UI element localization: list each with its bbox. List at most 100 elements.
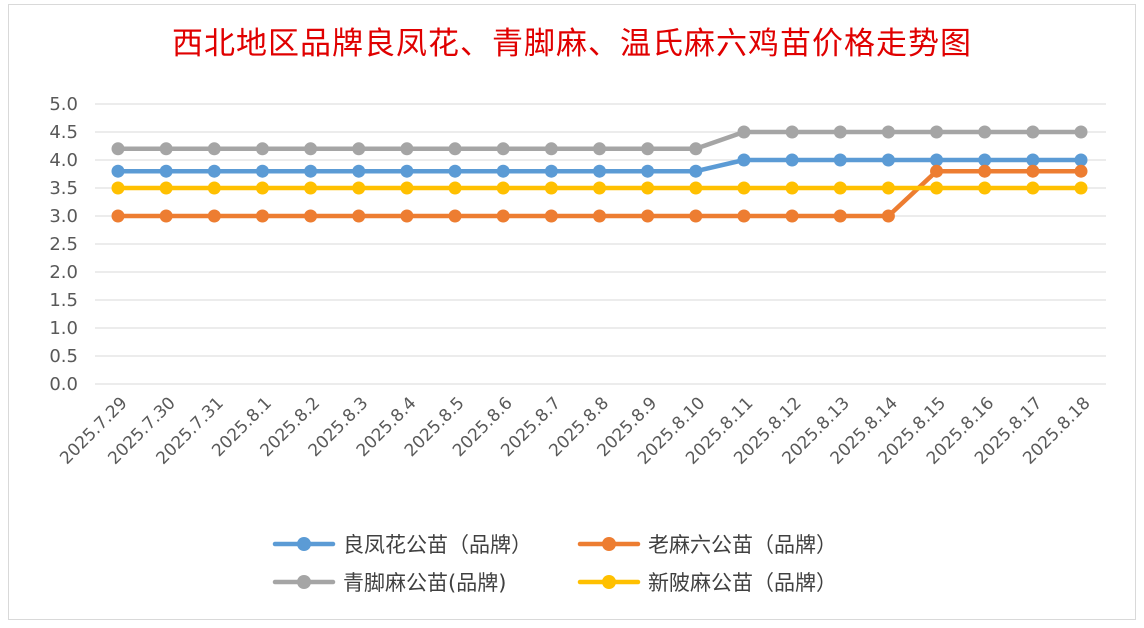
data-point: [448, 142, 462, 156]
data-point: [400, 181, 414, 195]
series-4: [111, 181, 1088, 195]
data-point: [785, 209, 799, 223]
y-tick-label: 1.5: [49, 290, 78, 311]
data-point: [304, 209, 318, 223]
legend-item: 良凤花公苗（品牌）: [272, 533, 532, 557]
data-point: [111, 164, 125, 178]
y-tick-label: 3.0: [49, 206, 78, 227]
data-point: [1026, 153, 1040, 167]
data-point: [255, 209, 269, 223]
chart-frame: [8, 4, 1136, 620]
data-point: [833, 181, 847, 195]
data-point: [785, 153, 799, 167]
data-point: [304, 181, 318, 195]
legend-swatch-marker: [297, 537, 311, 551]
data-point: [1026, 181, 1040, 195]
legend-swatch-marker: [602, 575, 616, 589]
data-point: [930, 164, 944, 178]
data-point: [689, 181, 703, 195]
legend-item: 新陂麻公苗（品牌）: [577, 571, 837, 595]
data-point: [593, 164, 606, 178]
y-tick-label: 4.0: [49, 150, 78, 171]
data-point: [400, 164, 414, 178]
data-point: [1074, 164, 1088, 178]
data-point: [978, 125, 992, 139]
data-point: [737, 181, 751, 195]
data-point: [785, 181, 799, 195]
data-point: [978, 164, 992, 178]
data-point: [881, 125, 895, 139]
data-point: [304, 164, 318, 178]
data-point: [593, 142, 606, 156]
data-point: [111, 209, 125, 223]
legend-label: 青脚麻公苗(品牌): [343, 571, 506, 595]
legend-item: 老麻六公苗（品牌）: [577, 533, 837, 557]
data-point: [207, 209, 221, 223]
data-point: [544, 181, 558, 195]
data-point: [689, 142, 703, 156]
legend-label: 良凤花公苗（品牌）: [343, 533, 532, 557]
data-point: [207, 181, 221, 195]
y-tick-label: 4.5: [49, 122, 78, 143]
data-point: [352, 209, 366, 223]
data-point: [496, 142, 510, 156]
data-point: [400, 142, 414, 156]
legend-label: 老麻六公苗（品牌）: [648, 533, 837, 557]
data-point: [400, 209, 414, 223]
data-point: [593, 209, 606, 223]
series-2: [111, 164, 1088, 223]
data-point: [593, 181, 606, 195]
data-point: [448, 181, 462, 195]
data-point: [159, 164, 173, 178]
data-point: [881, 153, 895, 167]
data-point: [641, 164, 655, 178]
series-1: [111, 153, 1088, 178]
data-point: [255, 181, 269, 195]
y-tick-label: 5.0: [49, 94, 78, 115]
y-tick-label: 0.0: [49, 374, 78, 395]
legend-swatch-marker: [602, 537, 616, 551]
data-point: [641, 209, 655, 223]
data-point: [207, 164, 221, 178]
data-point: [833, 209, 847, 223]
data-point: [448, 164, 462, 178]
data-point: [352, 164, 366, 178]
data-point: [737, 209, 751, 223]
data-point: [833, 153, 847, 167]
data-point: [930, 125, 944, 139]
data-point: [930, 153, 944, 167]
data-point: [448, 209, 462, 223]
data-point: [978, 153, 992, 167]
chart-title: 西北地区品牌良凤花、青脚麻、温氏麻六鸡苗价格走势图: [172, 26, 972, 62]
data-point: [930, 181, 944, 195]
data-point: [304, 142, 318, 156]
data-point: [1026, 125, 1040, 139]
legend-item: 青脚麻公苗(品牌): [272, 571, 506, 595]
data-point: [641, 142, 655, 156]
series-3: [111, 125, 1088, 156]
data-point: [737, 153, 751, 167]
data-point: [1026, 164, 1040, 178]
data-point: [1074, 181, 1088, 195]
data-point: [785, 125, 799, 139]
y-tick-label: 0.5: [49, 346, 78, 367]
data-point: [255, 164, 269, 178]
y-tick-label: 2.5: [49, 234, 78, 255]
data-point: [159, 181, 173, 195]
data-point: [496, 181, 510, 195]
data-point: [737, 125, 751, 139]
data-point: [641, 181, 655, 195]
data-point: [978, 181, 992, 195]
data-point: [159, 142, 173, 156]
data-point: [1074, 125, 1088, 139]
data-point: [544, 209, 558, 223]
data-point: [352, 142, 366, 156]
data-point: [689, 164, 703, 178]
data-point: [496, 209, 510, 223]
y-tick-label: 3.5: [49, 178, 78, 199]
data-point: [159, 209, 173, 223]
y-tick-label: 2.0: [49, 262, 78, 283]
y-tick-label: 1.0: [49, 318, 78, 339]
data-point: [255, 142, 269, 156]
